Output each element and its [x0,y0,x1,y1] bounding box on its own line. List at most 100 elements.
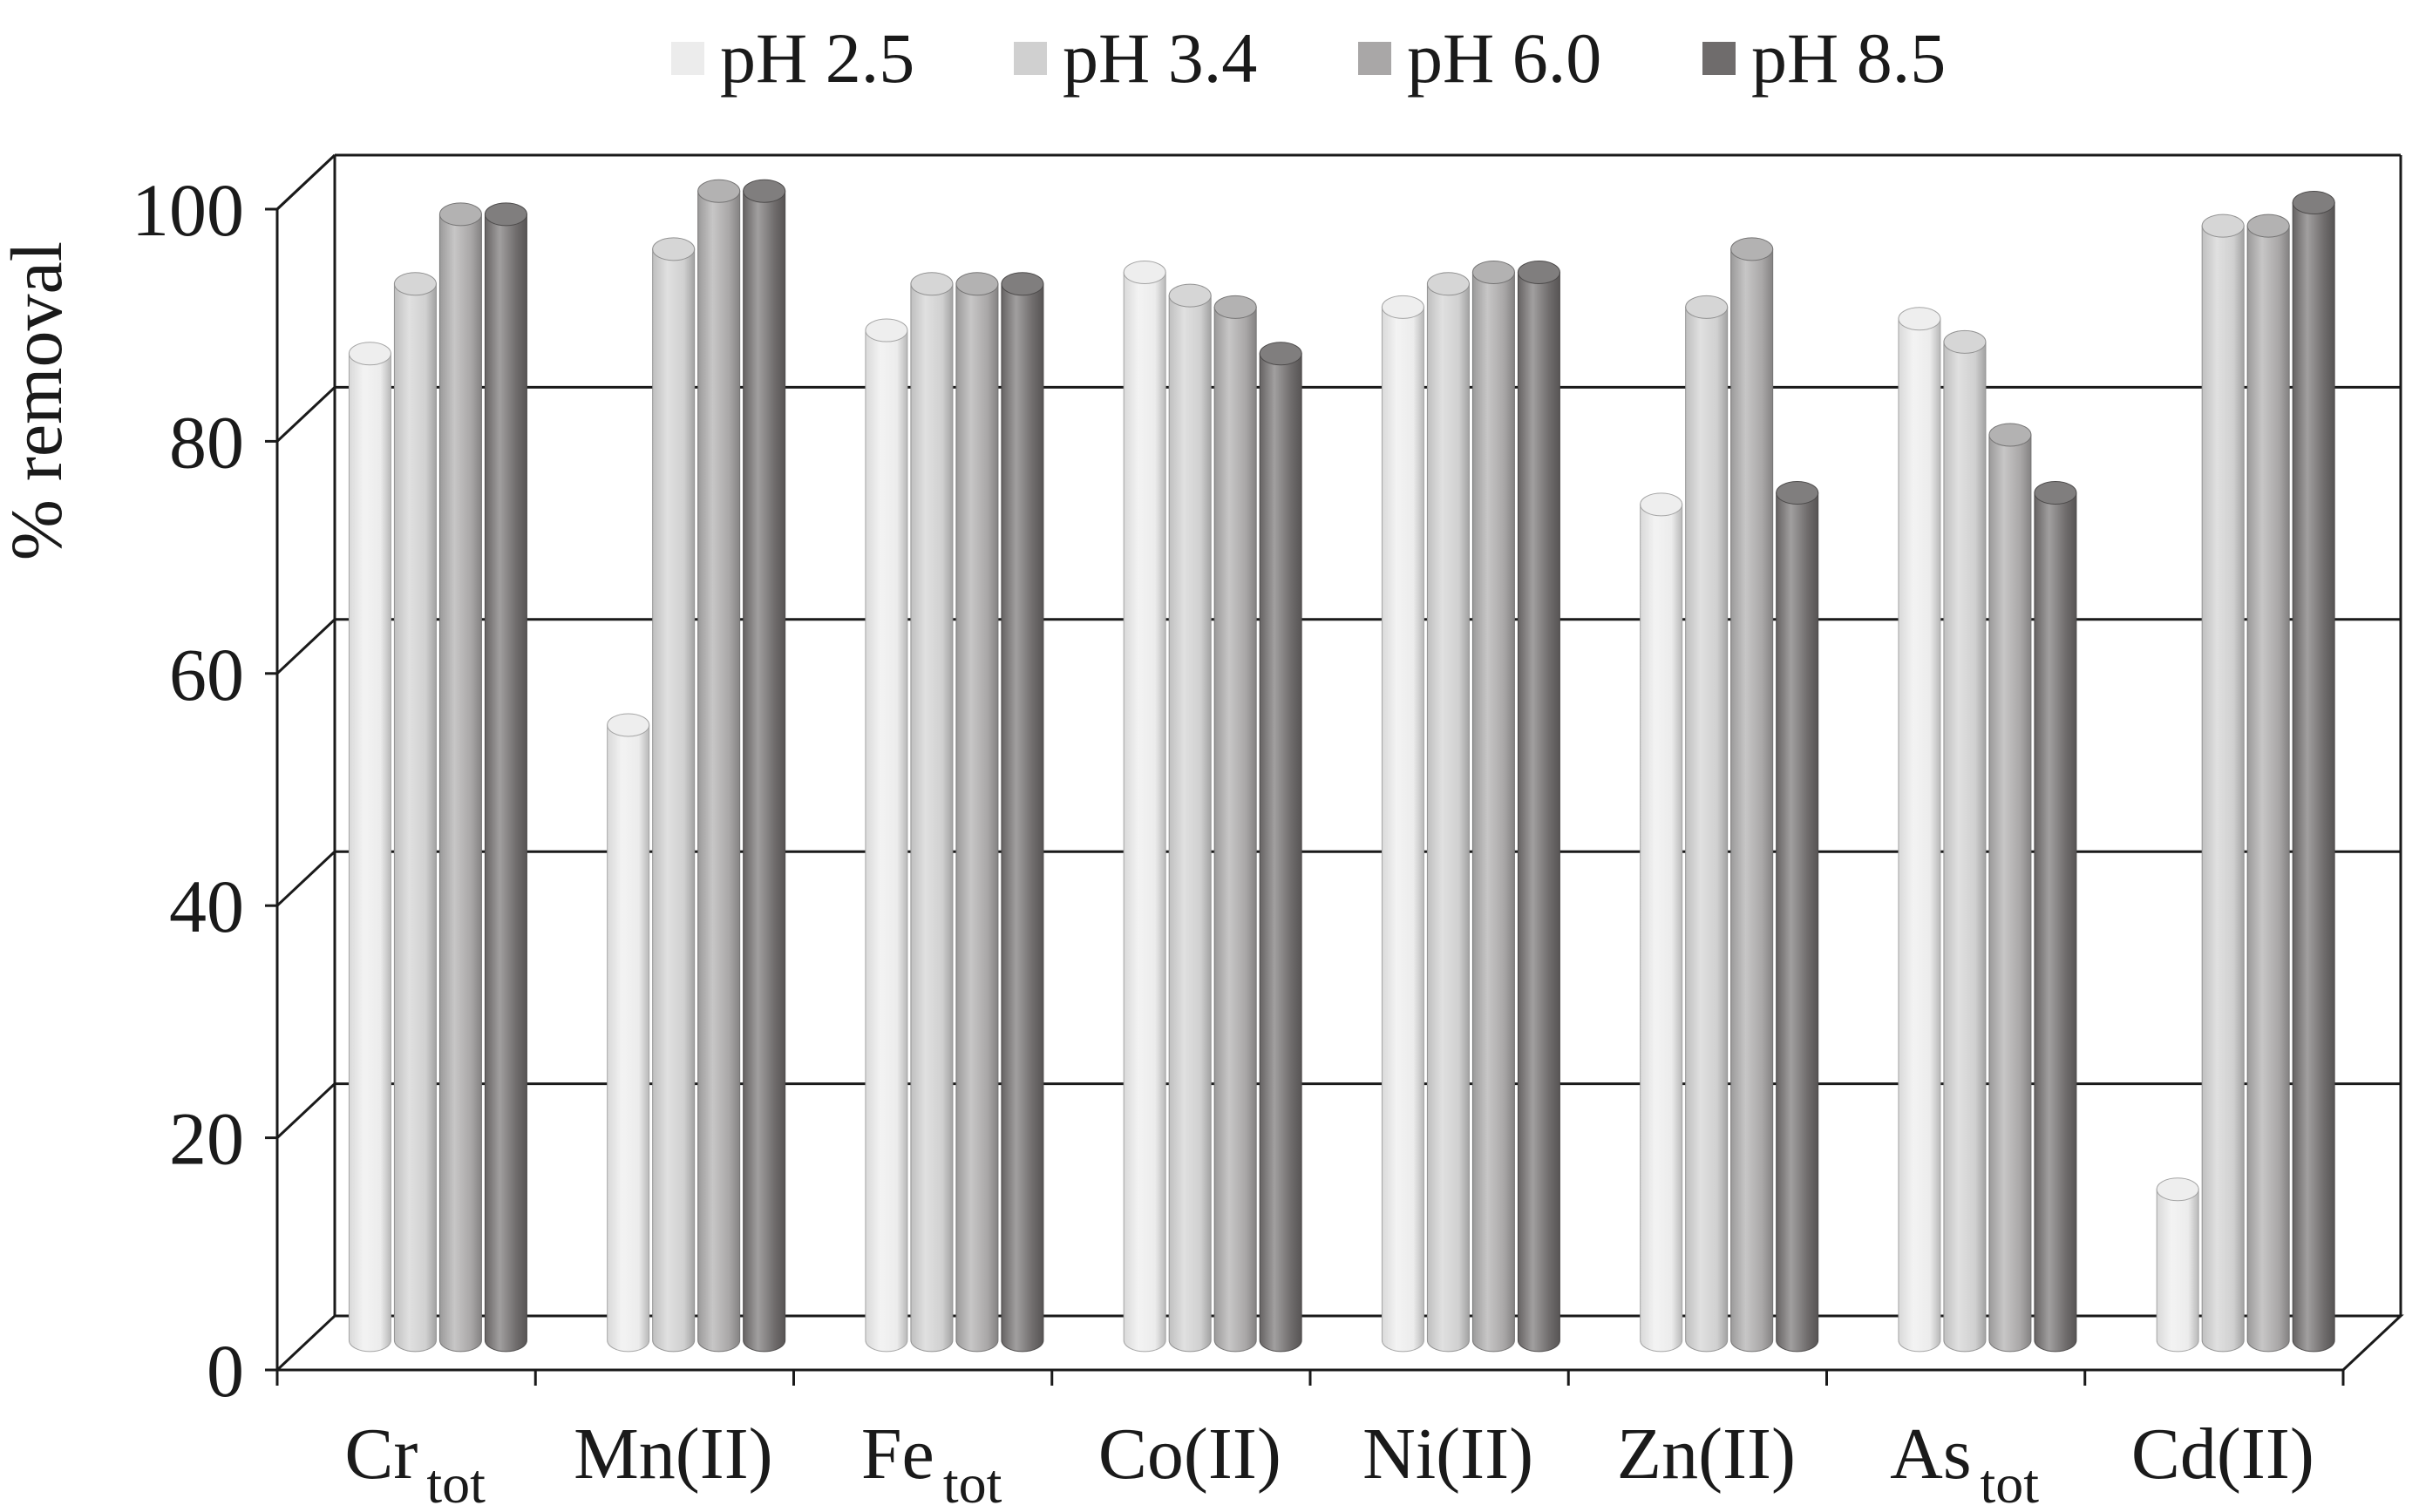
x-tick-label-main: Mn(II) [574,1414,773,1495]
legend-label: pH 6.0 [1407,18,1601,98]
bar-body [348,353,391,1353]
bar-top [2292,191,2335,215]
bar-body [1259,353,1302,1353]
bar-body [910,283,954,1353]
bar-body [1168,295,1212,1353]
bar-top [348,342,391,366]
bar-top [1898,307,1941,331]
legend-label: pH 3.4 [1063,18,1257,98]
bar [2246,214,2290,1353]
x-tick-label: Co(II) [1098,1414,1281,1495]
bar [1426,272,1470,1353]
bar [1640,492,1683,1353]
bar-top [1640,492,1683,517]
bar-top [697,179,741,203]
gridline-side [275,153,336,211]
legend-item: pH 8.5 [1702,18,1946,98]
bar-body [1730,248,1774,1353]
bar [1776,481,1819,1353]
bar-body [607,724,650,1353]
bar-top [1471,260,1515,284]
bar [1213,295,1257,1353]
bar-top [484,202,527,227]
bar-body [1685,306,1729,1353]
bar-top [1381,295,1424,319]
bar-body [697,190,741,1353]
bar-top [1168,283,1212,308]
bar [2156,1177,2199,1353]
bar [652,237,696,1353]
legend-item: pH 2.5 [671,18,914,98]
bar [1943,329,1987,1353]
bar [1730,237,1774,1353]
x-tick-label-main: Zn(II) [1617,1414,1796,1495]
bar [438,202,482,1353]
bar-body [438,214,482,1353]
bar-top [2201,214,2245,238]
legend-swatch [671,42,704,75]
bar-top [1123,260,1166,284]
x-tick-label: Cr tot [344,1414,486,1512]
bar-body [2156,1189,2199,1353]
legend-label: pH 8.5 [1751,18,1946,98]
bar [484,202,527,1353]
bar [1898,307,1941,1353]
bar [2034,481,2077,1353]
bar-body [1776,492,1819,1353]
x-tick-label-main: Cr [344,1414,418,1495]
bar-body [2246,225,2290,1353]
bar-top [607,713,650,737]
bar [1001,272,1044,1353]
bar-body [1426,283,1470,1353]
bar-top [438,202,482,227]
gridline-side [275,386,336,443]
bar-top [955,272,999,296]
bar-body [1988,434,2032,1353]
legend: pH 2.5 pH 3.4 pH 6.0 pH 8.5 [671,18,1946,98]
bar-top [743,179,786,203]
x-tick-label-main: Ni(II) [1362,1414,1533,1495]
bar-top [393,272,437,296]
bar-top [1517,260,1560,284]
x-tick-label-main: Cd(II) [2131,1414,2314,1495]
bar [1988,423,2032,1353]
bar [743,179,786,1353]
bar-top [2034,481,2077,505]
y-tick-label: 100 [132,168,244,252]
bar-body [1381,306,1424,1353]
bar [865,318,908,1353]
legend-swatch [1358,42,1391,75]
bar-body [484,214,527,1353]
bar-body [865,329,908,1353]
bar-body [1213,306,1257,1353]
gridline-side [275,1082,336,1139]
bar-top [2246,214,2290,238]
bar-top [1776,481,1819,505]
x-tick-label: Zn(II) [1617,1414,1796,1495]
x-tick-label-sub: tot [1981,1453,2040,1512]
y-tick-label: 40 [169,864,244,948]
x-tick-label: Mn(II) [574,1414,773,1495]
bar [2292,191,2335,1353]
bar [1381,295,1424,1353]
bar-top [910,272,954,296]
bar [1517,260,1560,1353]
bar-body [1001,283,1044,1353]
bar-body [2034,492,2077,1353]
bar-top [1001,272,1044,296]
bar-body [955,283,999,1353]
x-tick-label-sub: tot [426,1453,486,1512]
gridlines [275,153,2401,1139]
bar-body [1123,271,1166,1353]
x-tick-label-sub: tot [943,1453,1002,1512]
bar [1123,260,1166,1353]
y-tick-label: 20 [169,1097,244,1181]
y-axis-title: % removal [0,241,78,560]
bar [955,272,999,1353]
bar [348,342,391,1353]
y-tick-label: 80 [169,400,244,484]
x-tick-label-main: Co(II) [1098,1414,1281,1495]
legend-label: pH 2.5 [720,18,914,98]
